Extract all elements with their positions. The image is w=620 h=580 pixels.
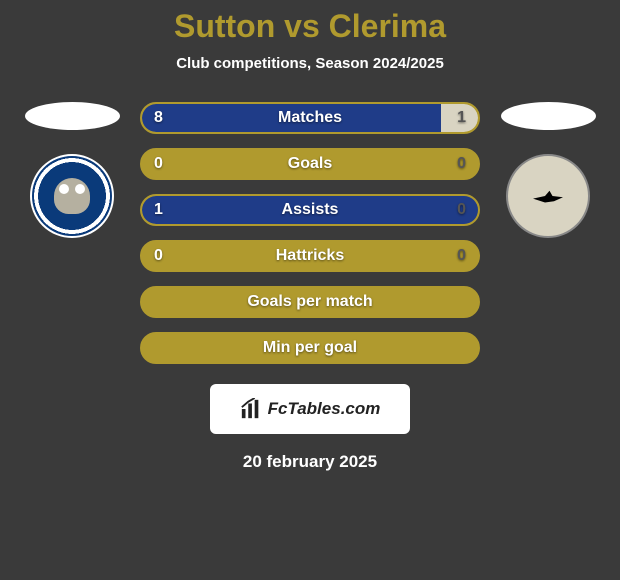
player-a-crest [30,154,114,238]
date-text: 20 february 2025 [0,452,620,472]
stat-row: 8 1 Matches [140,102,480,134]
stat-label: Matches [278,109,342,127]
vs-text: vs [284,8,320,44]
stat-row: Goals per match [140,286,480,318]
stat-value-b: 0 [457,201,466,219]
attribution-badge[interactable]: FcTables.com [210,384,410,434]
attribution-text: FcTables.com [268,399,381,419]
stat-value-a: 8 [154,109,163,127]
chart-icon [240,398,262,420]
stat-row: 0 0 Hattricks [140,240,480,272]
magpie-icon [533,183,563,209]
stat-bars: 8 1 Matches 0 0 Goals 1 0 Assists 0 0 Hattricks Goal… [140,102,480,364]
stat-label: Min per goal [263,339,357,357]
page-title: Sutton vs Clerima [0,0,620,45]
stat-value-b: 0 [457,247,466,265]
subtitle: Club competitions, Season 2024/2025 [0,55,620,72]
stat-row: 0 0 Goals [140,148,480,180]
stat-label: Assists [282,201,339,219]
stat-value-a: 0 [154,247,163,265]
player-b-side [498,102,598,238]
stat-row: Min per goal [140,332,480,364]
comparison-content: 8 1 Matches 0 0 Goals 1 0 Assists 0 0 Hattricks Goal… [0,102,620,364]
stat-value-b: 1 [457,109,466,127]
owl-icon [54,178,90,214]
stat-value-a: 0 [154,155,163,173]
player-b-nameplate [501,102,596,130]
stat-row: 1 0 Assists [140,194,480,226]
player-a-side [22,102,122,238]
stat-value-a: 1 [154,201,163,219]
stat-value-b: 0 [457,155,466,173]
player-a-name: Sutton [174,8,275,44]
stat-label: Goals [288,155,332,173]
stat-label: Goals per match [247,293,372,311]
player-b-crest [506,154,590,238]
stat-label: Hattricks [276,247,344,265]
player-a-nameplate [25,102,120,130]
player-b-name: Clerima [329,8,446,44]
